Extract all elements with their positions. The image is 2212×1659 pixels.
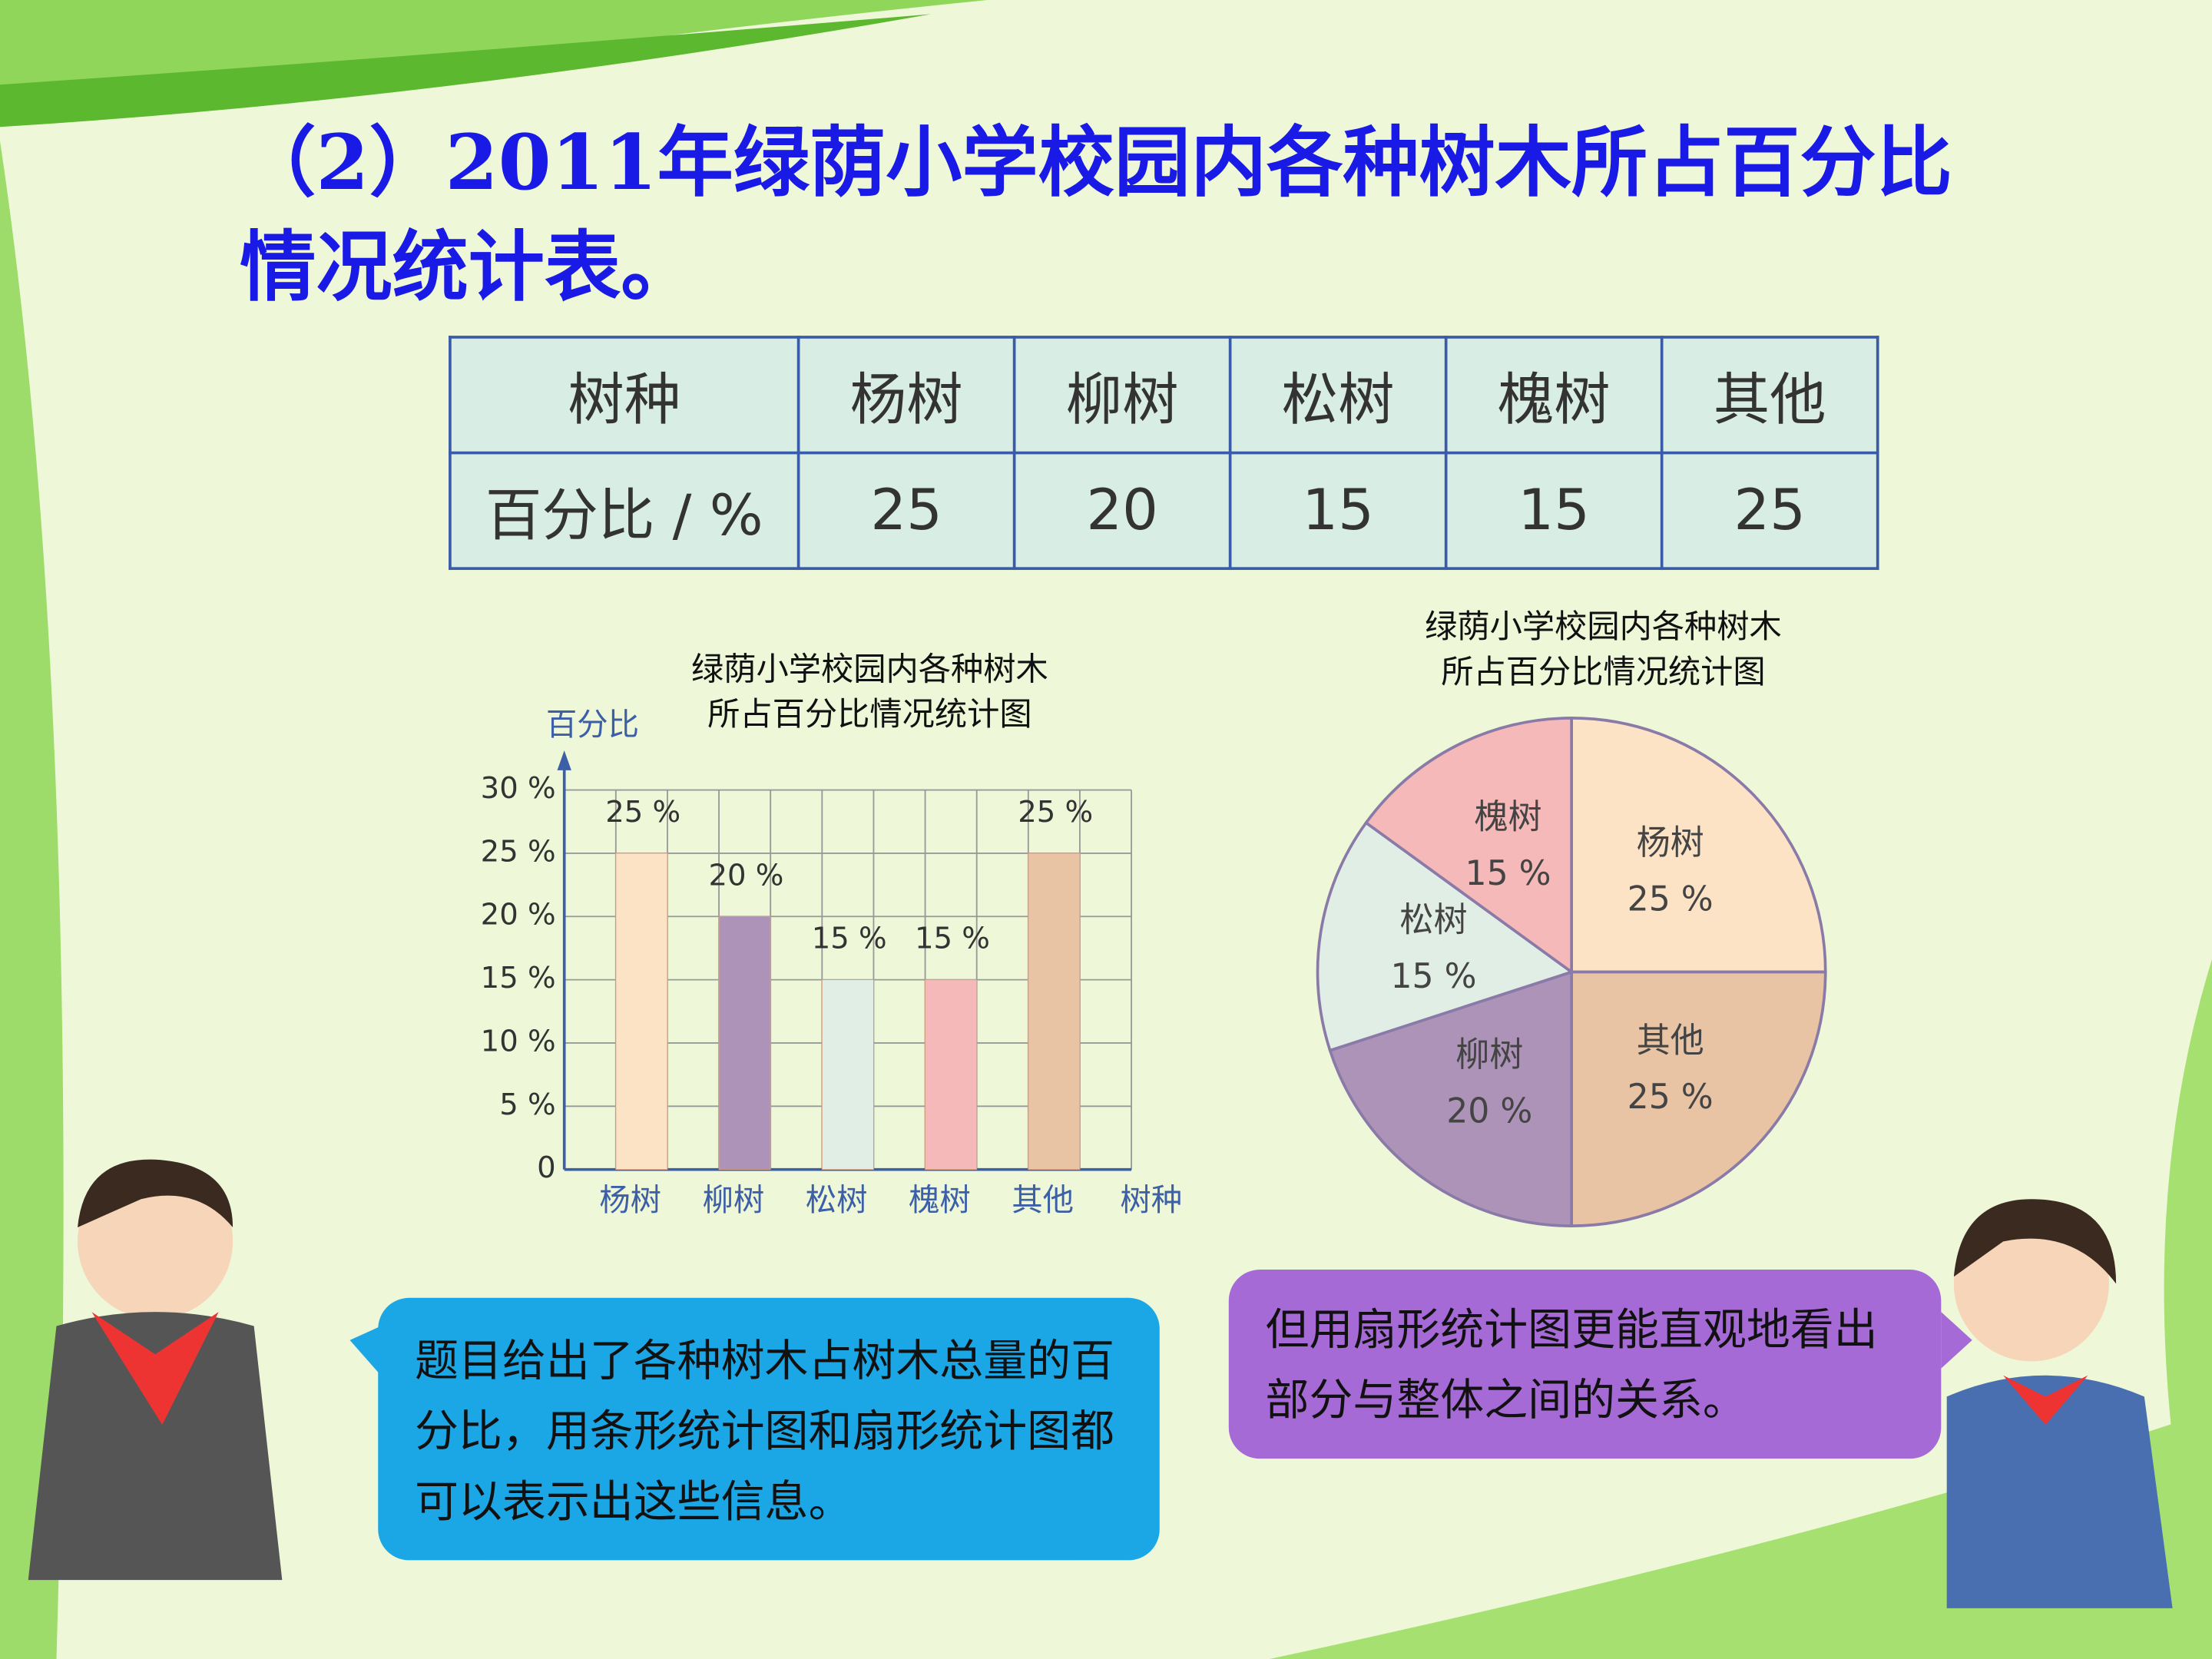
data-label: 15 %	[915, 922, 990, 956]
bar	[718, 916, 771, 1171]
x-tick-label: 柳树	[703, 1181, 765, 1218]
data-label: 25 %	[1628, 880, 1714, 919]
pie-slice	[1364, 717, 1573, 975]
y-tick-label: 0	[537, 1151, 556, 1185]
pie-slice	[1328, 969, 1573, 1227]
table-cell: 百分比 / %	[449, 451, 800, 571]
pie-slice	[1570, 970, 1827, 1227]
table-cell: 其他	[1660, 336, 1879, 455]
boy	[28, 1159, 283, 1581]
bar	[821, 979, 874, 1171]
pie-chart-title: 绿荫小学校园内各种树木所占百分比情况统计图	[1425, 609, 1782, 691]
table-row: 百分比 / % 25 20 15 15 25	[449, 451, 1879, 571]
x-tick-label: 其他	[1012, 1181, 1074, 1218]
x-tick-label: 槐树	[909, 1181, 971, 1218]
table-cell: 槐树	[1444, 336, 1664, 455]
table-cell: 杨树	[796, 336, 1016, 455]
y-tick-label: 5 %	[499, 1088, 555, 1122]
girl	[1946, 1199, 2173, 1608]
table-cell: 松树	[1228, 336, 1448, 455]
y-tick-label: 10 %	[481, 1024, 556, 1058]
table-row: 树种 杨树 柳树 松树 槐树 其他	[449, 336, 1879, 455]
bar-chart-title: 绿荫小学校园内各种树木所占百分比情况统计图	[690, 651, 1048, 734]
bubble-tail	[349, 1326, 381, 1376]
pie-slice	[1570, 717, 1827, 974]
bar	[615, 853, 668, 1171]
data-label: 25 %	[1628, 1078, 1714, 1117]
speech-bubble: 但用扇形统计图更能直观地看出部分与整体之间的关系。	[1228, 1270, 1942, 1459]
y-axis-label: 百分比	[546, 706, 639, 743]
y-tick-label: 15 %	[481, 961, 556, 995]
bubble-tail	[1941, 1312, 1972, 1369]
table-cell: 树种	[449, 336, 800, 455]
table-cell: 25	[1660, 451, 1879, 571]
data-label: 25 %	[1018, 795, 1093, 830]
bar	[1028, 853, 1081, 1171]
data-label: 20 %	[1446, 1091, 1532, 1131]
table-cell: 15	[1228, 451, 1448, 571]
decor	[0, 0, 988, 127]
data-table: 树种 杨树 柳树 松树 槐树 其他 百分比 / % 25 20 15 15 25	[449, 336, 1879, 571]
slide-title: （2）2011年绿荫小学校园内各种树木所占百分比情况统计表。	[240, 117, 1952, 312]
x-tick-label: 杨树	[599, 1181, 661, 1218]
y-tick-label: 30 %	[481, 771, 556, 806]
data-label: 15 %	[1465, 854, 1551, 893]
speech-bubble: 题目给出了各种树木占树木总量的百分比，用条形统计图和扇形统计图都可以表示出这些信…	[378, 1297, 1160, 1561]
table-cell: 15	[1444, 451, 1664, 571]
data-label: 15 %	[812, 922, 887, 956]
decor	[0, 14, 932, 127]
table-cell: 25	[796, 451, 1016, 571]
slice-label: 松树	[1399, 900, 1467, 939]
data-label: 15 %	[1391, 957, 1477, 996]
slice-label: 槐树	[1474, 798, 1541, 837]
table-cell: 20	[1012, 451, 1232, 571]
decor	[0, 141, 64, 1659]
bar	[925, 979, 978, 1171]
pie-slice	[1316, 820, 1575, 1052]
x-axis-label: 树种	[1120, 1181, 1182, 1218]
data-label: 20 %	[708, 858, 783, 892]
data-label: 25 %	[605, 795, 680, 830]
y-tick-label: 25 %	[481, 834, 556, 869]
slice-label: 柳树	[1455, 1035, 1523, 1075]
y-axis-arrow	[557, 750, 571, 770]
x-tick-label: 松树	[806, 1181, 868, 1218]
y-tick-label: 20 %	[481, 898, 556, 932]
slice-label: 其他	[1637, 1021, 1704, 1060]
table-cell: 柳树	[1012, 336, 1232, 455]
slice-label: 杨树	[1637, 823, 1704, 863]
